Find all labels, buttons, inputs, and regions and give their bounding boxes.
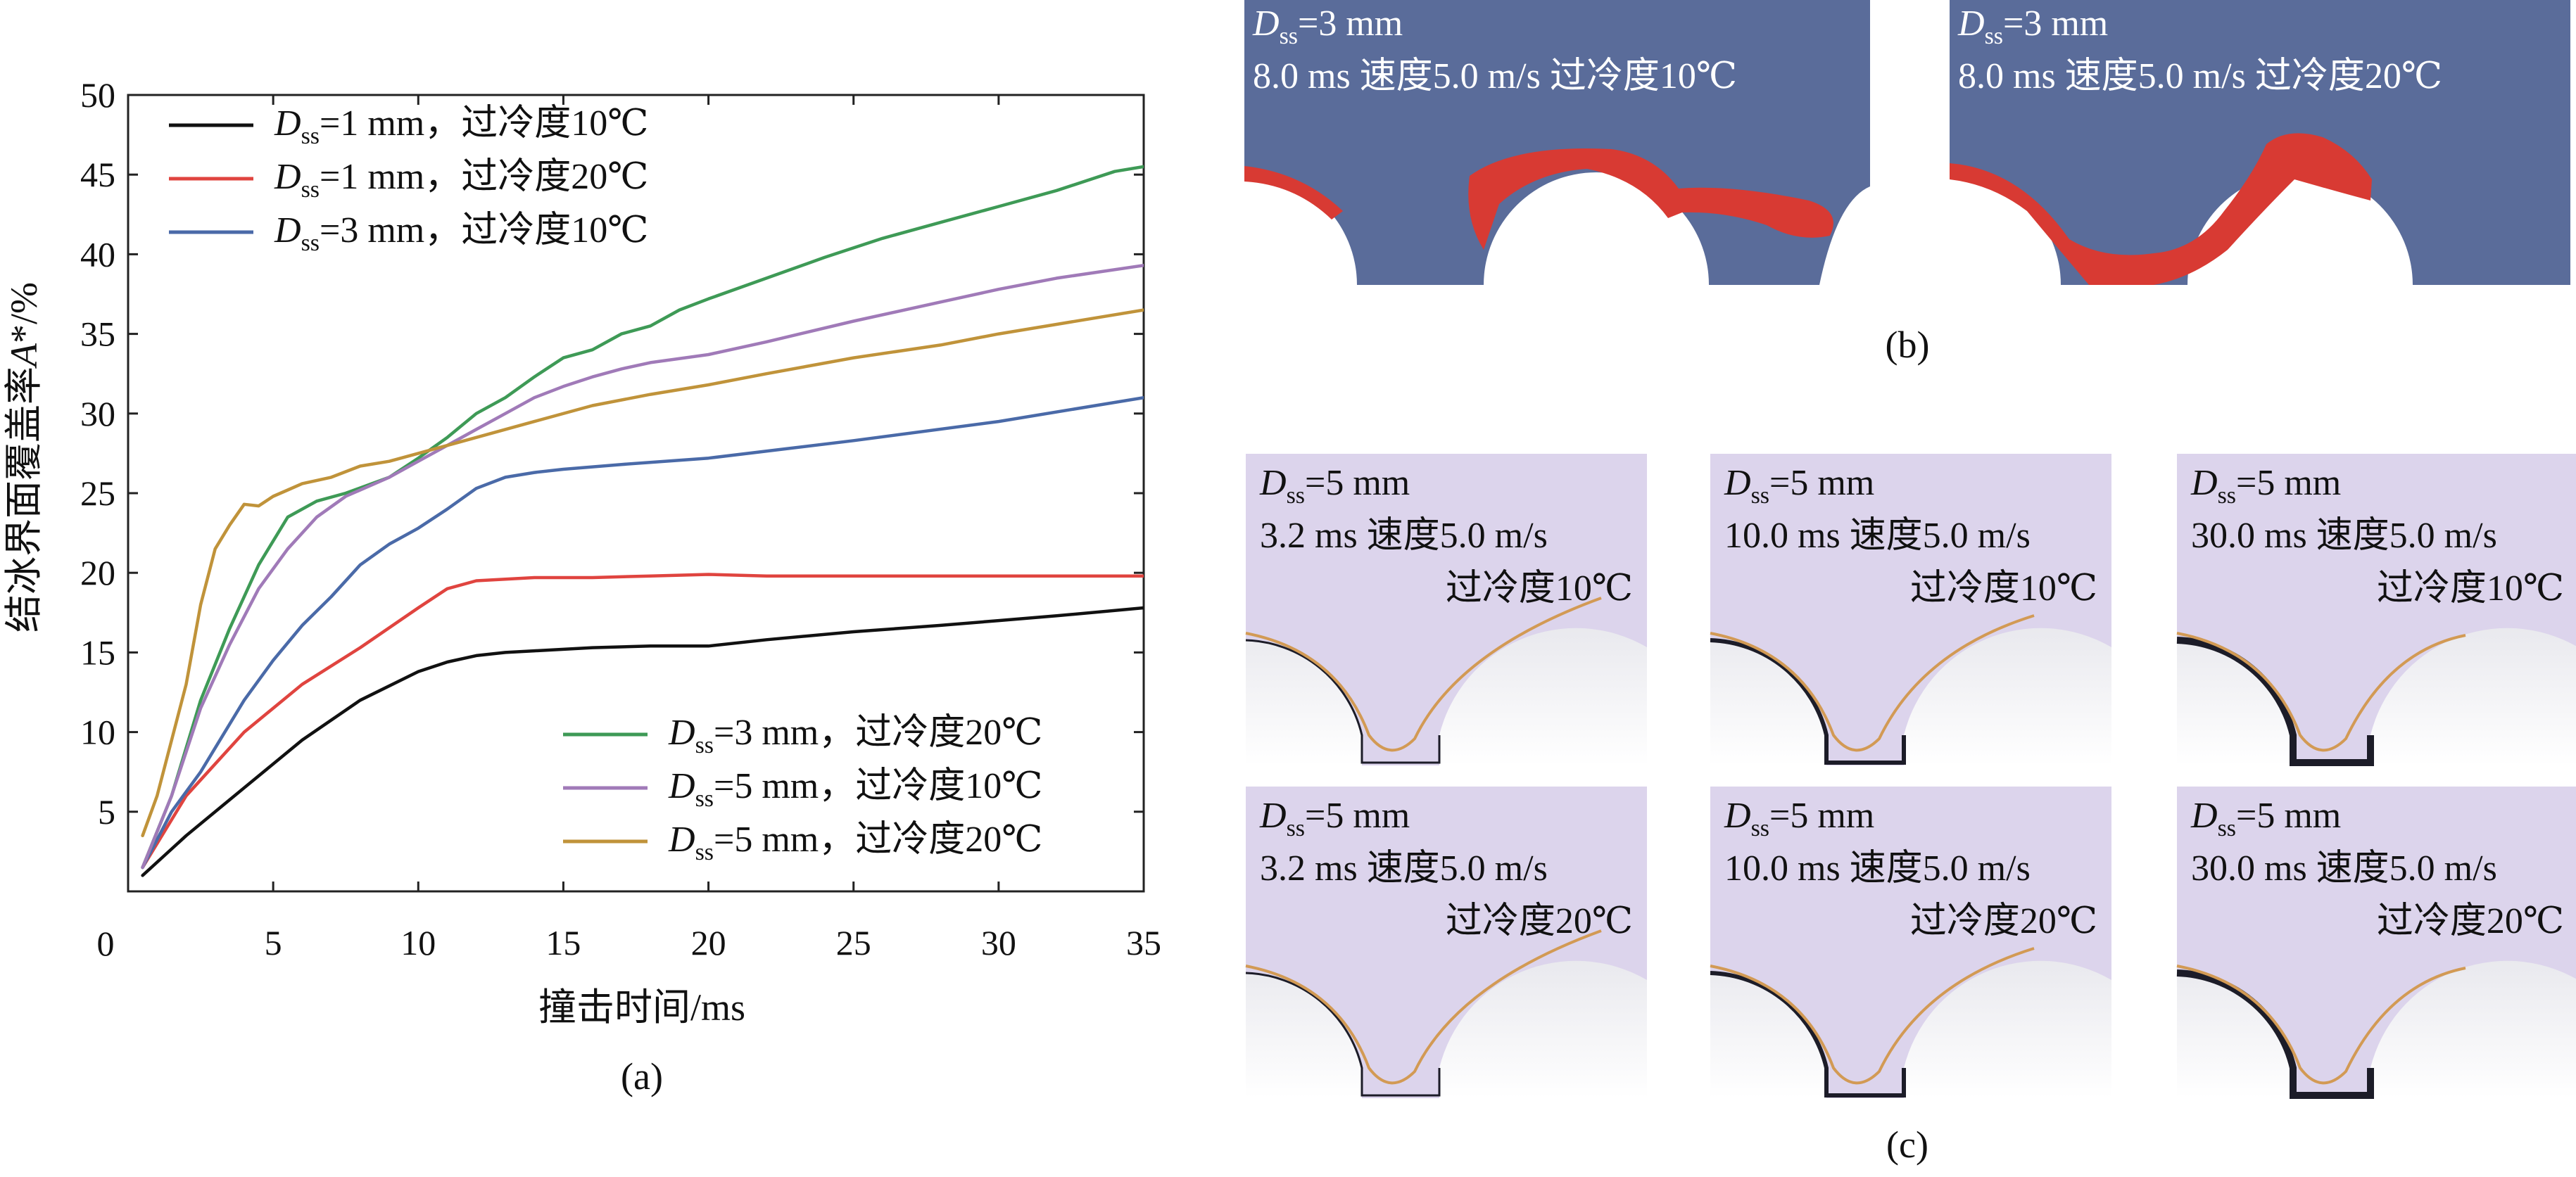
panel-c6-label-line2: 30.0 ms 速度5.0 m/s [2191, 848, 2497, 889]
panel-b2-fluid-region [1950, 0, 2570, 285]
y-tick-label: 50 [80, 75, 115, 115]
panel-b2-label-line2: 8.0 ms 速度5.0 m/s 过冷度20℃ [1958, 56, 2442, 96]
legend-label-1: Dss=1 mm，过冷度10℃ [274, 103, 648, 149]
y-axis-label: 结冰界面覆盖率A*/% [3, 282, 45, 632]
panel-c4-liquid-interface [1245, 929, 1602, 1085]
panel-c2-liquid-interface [1710, 614, 2035, 752]
panel-c2-label-line2: 10.0 ms 速度5.0 m/s [1724, 516, 2031, 556]
panel-c3-label-line1: Dss=5 mm [2190, 463, 2341, 509]
panel-c2-substrate [1710, 628, 2111, 765]
y-tick-label: 15 [80, 632, 115, 672]
panel-c5-label-line2: 10.0 ms 速度5.0 m/s [1724, 848, 2031, 889]
legend-label-6: Dss=5 mm，过冷度20℃ [668, 820, 1042, 865]
y-tick-label: 45 [80, 155, 115, 194]
panel-c3-ice-layer [2176, 637, 2374, 766]
legend-label-4: Dss=3 mm，过冷度20℃ [668, 713, 1042, 758]
y-axis-label-main: 结冰界面覆盖率 [3, 367, 45, 632]
x-axis-label: 撞击时间/ms [538, 986, 745, 1029]
chart-a: 5 10 15 20 25 30 35 40 45 50 5 10 15 20 25 30 35 0 结冰界面… [3, 75, 1161, 1098]
panel-c3-label-line3: 过冷度10℃ [2377, 568, 2564, 609]
series-line-4 [141, 165, 1144, 870]
x-tick-label: 15 [545, 923, 581, 962]
panel-c6-ice-layer [2176, 969, 2374, 1099]
x-tick-label: 10 [400, 923, 436, 962]
series-line-6 [141, 308, 1144, 838]
panel-c1-label-line3: 过冷度10℃ [1446, 568, 1633, 609]
legend-label-2: Dss=1 mm，过冷度20℃ [274, 157, 648, 203]
y-tick-label: 35 [80, 314, 115, 354]
y-axis-label-rest: */% [3, 282, 45, 343]
panel-c4: Dss=5 mm 3.2 ms 速度5.0 m/s 过冷度20℃ [1245, 787, 1647, 1098]
panel-c6: Dss=5 mm 30.0 ms 速度5.0 m/s 过冷度20℃ [2176, 787, 2576, 1099]
panel-c4-ice-layer [1245, 972, 1441, 1097]
x-tick-label: 35 [1126, 923, 1161, 962]
panel-c2-ice-layer [1710, 638, 1906, 765]
panel-c4-label-line2: 3.2 ms 速度5.0 m/s [1260, 848, 1548, 889]
x-tick-label: 30 [981, 923, 1016, 962]
panel-c5-ice-layer [1710, 971, 1906, 1098]
legend-label-3: Dss=3 mm，过冷度10℃ [274, 210, 648, 256]
panel-c1-substrate [1246, 628, 1647, 765]
panel-c3: Dss=5 mm 30.0 ms 速度5.0 m/s 过冷度10℃ [2176, 454, 2576, 766]
figure-b: Dss=3 mm 8.0 ms 速度5.0 m/s 过冷度10℃ Dss=3 m… [1244, 0, 2570, 366]
y-tick-label: 20 [80, 553, 115, 592]
y-tick-label: 5 [98, 792, 115, 832]
panel-c2-label-line1: Dss=5 mm [1724, 463, 1874, 509]
panel-c3-substrate [2177, 628, 2576, 765]
panel-b1: Dss=3 mm 8.0 ms 速度5.0 m/s 过冷度10℃ [1244, 0, 1870, 285]
series-lines [141, 165, 1144, 877]
panel-c3-label-line2: 30.0 ms 速度5.0 m/s [2191, 516, 2497, 556]
x-tick-label: 25 [836, 923, 871, 962]
x-axis-ticks: 5 10 15 20 25 30 35 [127, 95, 1161, 962]
y-axis-label-var: A [3, 343, 45, 369]
subfigure-label-c: (c) [1886, 1124, 1928, 1166]
panel-c6-label-line3: 过冷度20℃ [2377, 901, 2564, 941]
y-tick-label: 40 [80, 234, 115, 274]
panel-c4-label-line1: Dss=5 mm [1259, 796, 1410, 841]
series-line-3 [141, 395, 1144, 870]
y-tick-label: 10 [80, 713, 115, 752]
panel-b1-ice-left [1244, 166, 1343, 220]
panel-c5-substrate [1710, 960, 2111, 1098]
panel-c1: Dss=5 mm 3.2 ms 速度5.0 m/s 过冷度10℃ [1245, 454, 1647, 765]
x-tick-label: 5 [265, 923, 282, 962]
panel-c5: Dss=5 mm 10.0 ms 速度5.0 m/s 过冷度20℃ [1710, 787, 2111, 1098]
panel-b2-ice [1950, 133, 2372, 285]
legend-top-left: Dss=1 mm，过冷度10℃ Dss=1 mm，过冷度20℃ Dss=3 mm，过… [169, 103, 648, 256]
panel-c1-ice-layer [1245, 639, 1441, 764]
panel-c1-label-line2: 3.2 ms 速度5.0 m/s [1260, 516, 1548, 556]
panel-c6-substrate [2177, 960, 2576, 1098]
series-line-2 [141, 573, 1144, 870]
panel-c1-liquid-interface [1245, 597, 1602, 752]
panel-b2-label-line1: Dss=3 mm [1957, 4, 2108, 49]
panel-b1-fluid-region [1244, 0, 1870, 285]
y-tick-label: 30 [80, 394, 115, 433]
panel-b2: Dss=3 mm 8.0 ms 速度5.0 m/s 过冷度20℃ [1950, 0, 2570, 285]
panel-c3-liquid-interface [2176, 632, 2466, 752]
subfigure-label-a: (a) [621, 1055, 663, 1098]
subfigure-label-b: (b) [1886, 324, 1930, 366]
series-line-1 [141, 606, 1144, 877]
panel-c5-label-line1: Dss=5 mm [1724, 796, 1874, 841]
panel-c2-label-line3: 过冷度10℃ [1910, 568, 2097, 609]
panel-c5-liquid-interface [1710, 947, 2035, 1085]
y-axis-ticks: 5 10 15 20 25 30 35 40 45 50 [80, 75, 1144, 832]
legend-bottom-right: Dss=3 mm，过冷度20℃ Dss=5 mm，过冷度10℃ Dss=5 mm，过… [563, 713, 1042, 865]
panel-c4-substrate [1246, 960, 1647, 1098]
panel-c2: Dss=5 mm 10.0 ms 速度5.0 m/s 过冷度10℃ [1710, 454, 2111, 765]
figure-c: Dss=5 mm 3.2 ms 速度5.0 m/s 过冷度10℃ Dss=5 mm 10… [1245, 454, 2576, 1099]
series-line-5 [141, 263, 1144, 870]
x-tick-label: 20 [691, 923, 726, 962]
panel-c5-label-line3: 过冷度20℃ [1910, 901, 2097, 941]
panel-c1-label-line1: Dss=5 mm [1259, 463, 1410, 509]
y-tick-label: 25 [80, 473, 115, 513]
panel-b1-label-line2: 8.0 ms 速度5.0 m/s 过冷度10℃ [1253, 56, 1737, 96]
panel-c4-label-line3: 过冷度20℃ [1446, 901, 1633, 941]
panel-c6-liquid-interface [2176, 965, 2466, 1085]
panel-c6-label-line1: Dss=5 mm [2190, 796, 2341, 841]
panel-b1-label-line1: Dss=3 mm [1252, 4, 1403, 49]
legend-label-5: Dss=5 mm，过冷度10℃ [668, 766, 1042, 812]
panel-b1-ice-right [1468, 148, 1833, 250]
origin-label: 0 [97, 924, 115, 963]
